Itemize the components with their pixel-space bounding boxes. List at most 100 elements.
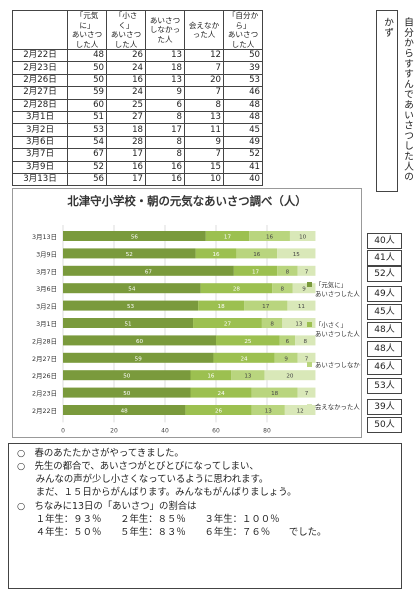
- table-row: 3月9日 52 16 16 15 41: [12, 160, 263, 174]
- bar-data-label: 7: [305, 391, 309, 397]
- table-cell-value: 52: [223, 148, 263, 162]
- table-row: 2月27日 59 24 9 7 46: [12, 86, 263, 100]
- bar-data-label: 53: [127, 304, 135, 310]
- bar-segment: [63, 318, 194, 328]
- bar-segment: [284, 405, 316, 415]
- table-cell-value: 26: [106, 48, 146, 63]
- bar-segment: [297, 265, 316, 276]
- table-cell-value: 16: [106, 160, 146, 174]
- table-cell-value: 7: [184, 86, 224, 100]
- table-cell-value: 17: [145, 123, 185, 137]
- bar-segment: [63, 231, 206, 241]
- y-category-label: 2月23日: [32, 390, 57, 398]
- bar-segment: [261, 318, 283, 328]
- bar-segment: [63, 265, 234, 276]
- table-cell-value: 50: [67, 61, 107, 75]
- table-header-genki: 「元気に」 あいさつした人: [67, 10, 107, 50]
- answer-box: 39人: [367, 399, 402, 415]
- table-cell-value: 18: [106, 123, 146, 137]
- bar-data-label: 17: [224, 235, 232, 241]
- y-category-label: 3月9日: [36, 250, 57, 258]
- table-cell-value: 24: [106, 61, 146, 75]
- bar-segment: [63, 352, 214, 363]
- x-tick-label: 60: [212, 427, 220, 434]
- bar-segment: [282, 318, 316, 328]
- table-row: 3月1日 51 27 8 13 48: [12, 110, 263, 125]
- table-header-date: [12, 10, 68, 50]
- bar-data-label: 16: [253, 252, 261, 258]
- table-cell-value: 53: [67, 123, 107, 137]
- bar-data-label: 25: [244, 339, 252, 345]
- bar-data-label: 16: [266, 235, 274, 241]
- message-line-1: ○ 春のあたたかさがやってきました。: [17, 448, 184, 459]
- table-cell-value: 28: [106, 135, 146, 150]
- bar-data-label: 13: [244, 374, 252, 380]
- bar-segment: [251, 387, 298, 398]
- bar-data-label: 60: [136, 339, 144, 345]
- bar-segment: [249, 231, 290, 241]
- bar-segment: [193, 318, 262, 328]
- greeting-data-table: 「元気に」 あいさつした人 「小さく」 あいさつした人 あいさつ しなかった人 …: [12, 10, 263, 187]
- bar-segment: [200, 283, 273, 294]
- table-cell-value: 8: [184, 98, 224, 112]
- bar-data-label: 15: [293, 252, 301, 258]
- bar-data-label: 56: [131, 235, 139, 241]
- bar-data-label: 54: [128, 287, 136, 293]
- bar-data-label: 52: [126, 252, 133, 258]
- bar-segment: [295, 335, 316, 346]
- table-cell-date: 2月22日: [12, 48, 68, 63]
- x-tick-label: 80: [263, 427, 271, 434]
- table-cell-date: 3月7日: [12, 148, 68, 162]
- bar-segment: [63, 248, 196, 259]
- bar-segment: [198, 300, 245, 311]
- bar-segment: [213, 352, 275, 363]
- table-cell-value: 7: [184, 148, 224, 162]
- bar-segment: [63, 283, 201, 294]
- table-cell-value: 20: [184, 73, 224, 88]
- message-line-7: ４年生：５０％ ５年生：８３％ ６年生：７６％ でした。: [17, 527, 327, 538]
- table-cell-value: 60: [67, 98, 107, 112]
- legend-swatch: [307, 322, 312, 327]
- answer-box: 49人: [367, 286, 402, 302]
- bar-data-label: 48: [121, 409, 129, 415]
- bar-data-label: 17: [252, 269, 260, 275]
- table-cell-date: 3月2日: [12, 123, 68, 137]
- bar-data-label: 16: [212, 252, 220, 258]
- answer-box: 40人: [367, 233, 402, 249]
- y-category-label: 2月28日: [32, 337, 57, 345]
- table-cell-value: 17: [106, 148, 146, 162]
- question-box: 自分からすすんであいさつした人のかず: [376, 10, 413, 192]
- bar-segment: [236, 248, 278, 259]
- table-cell-value: 6: [145, 98, 185, 112]
- table-row: 2月26日 50 16 13 20 53: [12, 73, 263, 88]
- bar-segment: [277, 248, 316, 259]
- bar-segment: [277, 265, 298, 276]
- greeting-chart: 北津守小学校・朝の元気なあいさつ調べ（人） 0 20 40 60 80 3月13日 56 17…: [12, 188, 362, 438]
- bar-segment: [264, 370, 316, 381]
- table-cell-date: 2月28日: [12, 98, 68, 112]
- bar-data-label: 8: [286, 269, 290, 275]
- x-tick-label: 20: [110, 427, 118, 434]
- table-cell-value: 67: [67, 148, 107, 162]
- table-cell-date: 2月23日: [12, 61, 68, 75]
- table-cell-value: 53: [223, 73, 263, 88]
- message-line-5: ○ ちなみに13日の「あいさつ」の割合は: [17, 501, 197, 512]
- table-cell-date: 3月13日: [12, 172, 68, 187]
- answer-box: 45人: [367, 304, 402, 320]
- table-cell-value: 49: [223, 135, 263, 150]
- table-cell-value: 48: [223, 110, 263, 125]
- table-cell-value: 52: [67, 160, 107, 174]
- table-cell-value: 41: [223, 160, 263, 174]
- legend-label-line2: あいさつした人: [315, 290, 360, 298]
- bar-data-label: 17: [262, 304, 270, 310]
- bar-data-label: 26: [215, 409, 223, 415]
- bar-data-label: 9: [302, 287, 306, 293]
- table-cell-value: 16: [106, 73, 146, 88]
- table-cell-value: 54: [67, 135, 107, 150]
- bar-segment: [63, 300, 199, 311]
- table-cell-value: 8: [145, 110, 185, 125]
- y-category-label: 3月2日: [36, 303, 57, 311]
- table-cell-value: 51: [67, 110, 107, 125]
- table-cell-value: 40: [223, 172, 263, 187]
